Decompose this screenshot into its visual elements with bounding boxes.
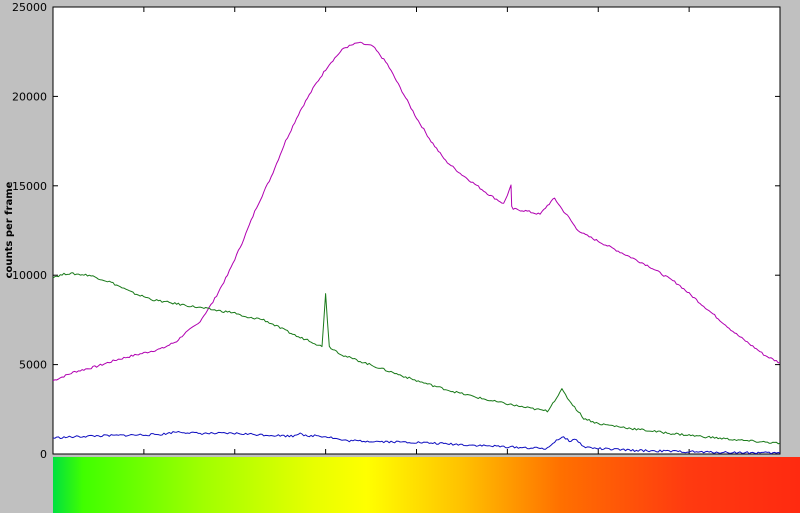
series-layer xyxy=(52,41,781,455)
green-series-line xyxy=(52,272,781,445)
y-tick-label: 5000 xyxy=(19,359,47,372)
y-tick-label: 15000 xyxy=(12,180,47,193)
plot-area xyxy=(52,6,781,455)
spectrum-color-bar xyxy=(53,457,800,513)
y-tick-label: 0 xyxy=(40,448,47,461)
y-tick-label: 10000 xyxy=(12,269,47,282)
blue-series-line xyxy=(52,431,781,455)
y-axis-label: counts per frame xyxy=(4,181,15,278)
y-axis-ticks: 0 5000 10000 15000 20000 25000 xyxy=(12,1,780,461)
x-axis-ticks xyxy=(143,7,690,454)
magenta-series-line xyxy=(52,41,780,382)
y-tick-label: 25000 xyxy=(12,1,47,14)
y-tick-label: 20000 xyxy=(12,90,47,103)
